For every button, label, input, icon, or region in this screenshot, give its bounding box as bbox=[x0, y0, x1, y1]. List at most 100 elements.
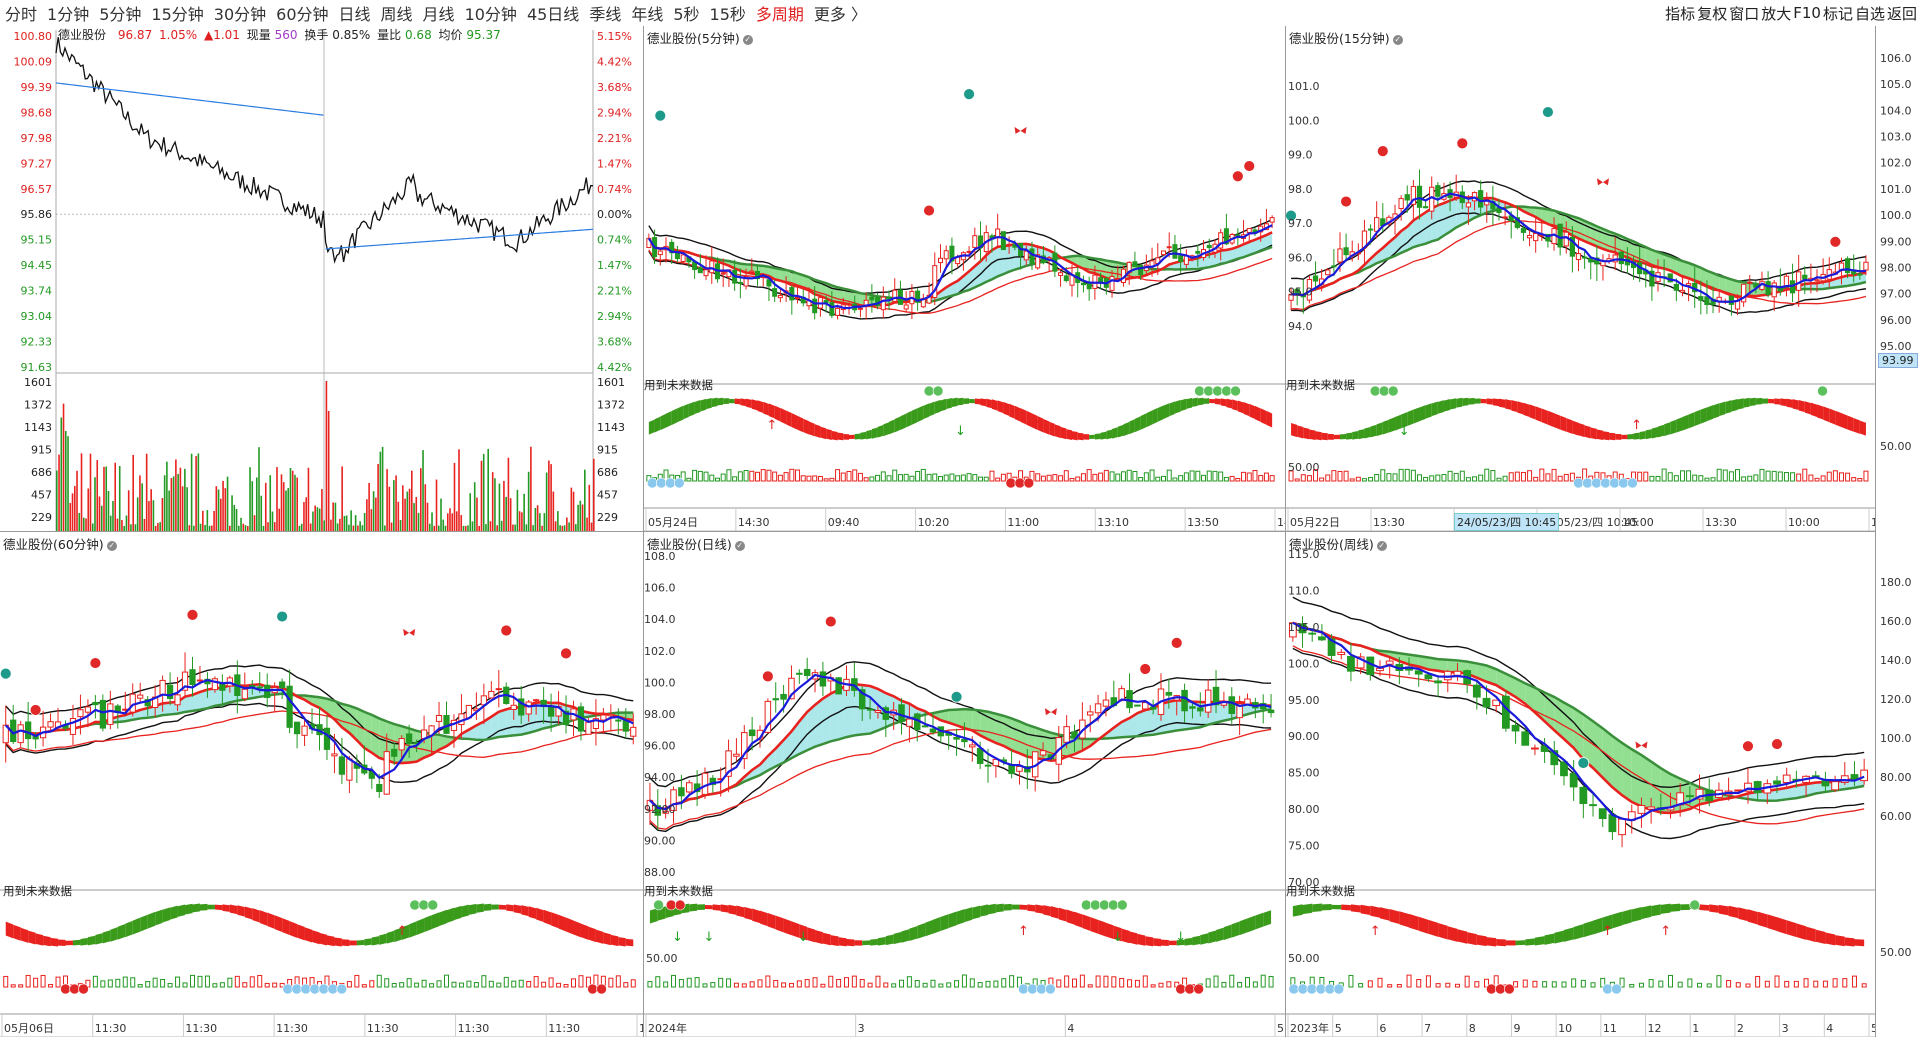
histogram-bar bbox=[867, 982, 873, 988]
price-label: 88.00 bbox=[644, 866, 676, 879]
oscillator-band bbox=[125, 920, 133, 938]
candle-body bbox=[1850, 774, 1859, 780]
candle-body bbox=[1343, 247, 1349, 256]
period-tab[interactable]: 5分钟 bbox=[99, 5, 142, 24]
histogram-bar bbox=[1637, 471, 1643, 482]
volume-bar bbox=[559, 525, 561, 531]
ratio-value: 0.68 bbox=[404, 28, 432, 42]
histogram-bar bbox=[694, 977, 700, 988]
candle-body bbox=[2, 724, 9, 744]
toolbar-button[interactable]: 复权 bbox=[1697, 4, 1728, 23]
period-tab[interactable]: 30分钟 bbox=[213, 5, 267, 24]
oscillator-band bbox=[1511, 400, 1518, 413]
volume-bar bbox=[523, 493, 525, 531]
oscillator-band bbox=[1231, 921, 1240, 938]
toolbar-button[interactable]: 返回 bbox=[1886, 4, 1917, 23]
volume-bar bbox=[460, 515, 463, 531]
oscillator-band bbox=[1123, 421, 1130, 437]
histogram-bar bbox=[710, 982, 716, 988]
candle-body bbox=[1347, 655, 1355, 672]
intraday-chart[interactable]: 德业股份 96.87 1.05% ▲1.01 现量 560 换手 0.85% 量… bbox=[0, 26, 643, 531]
toolbar-button[interactable]: 窗口 bbox=[1729, 4, 1760, 23]
period-tab[interactable]: 日线 bbox=[338, 5, 371, 24]
period-tab[interactable]: 月线 bbox=[422, 5, 455, 24]
chart-15min[interactable]: 德业股份(15分钟)✓ 用到未来数据 101.0100.099.098.097.… bbox=[1286, 26, 1875, 531]
oscillator-band bbox=[543, 909, 552, 926]
trend-band bbox=[1796, 784, 1807, 799]
chart-weekly[interactable]: 德业股份(周线)✓ 用到未来数据 115.0110.0105.0100.095.… bbox=[1286, 532, 1875, 1037]
signal-dot-icon bbox=[653, 899, 664, 911]
histogram-bar bbox=[1064, 975, 1070, 988]
period-tab[interactable]: 5秒 bbox=[673, 5, 700, 24]
histogram-bar bbox=[1377, 977, 1383, 988]
toolbar-button[interactable]: 放大 bbox=[1761, 4, 1792, 23]
candle-body bbox=[764, 700, 772, 733]
period-tab[interactable]: 周线 bbox=[380, 5, 413, 24]
chart-daily[interactable]: 德业股份(日线)✓ 用到未来数据 108.0106.0104.0102.0100… bbox=[644, 532, 1285, 1037]
period-tab[interactable]: 10分钟 bbox=[464, 5, 517, 24]
trend-band bbox=[1651, 761, 1661, 813]
candle-body bbox=[1478, 190, 1484, 208]
volume-bar bbox=[195, 456, 197, 531]
period-tab[interactable]: 年线 bbox=[631, 5, 664, 24]
oscillator-band bbox=[951, 397, 958, 407]
volume-bar bbox=[190, 453, 193, 531]
chart-60min[interactable]: 德业股份(60分钟) ✓ 用到未来数据 05月06日 11:30 11:30 11:30… bbox=[0, 532, 643, 1037]
buy-signal-icon bbox=[761, 670, 774, 683]
settings-icon[interactable]: ✓ bbox=[734, 540, 745, 551]
candle-body bbox=[1086, 711, 1094, 716]
chart-5min[interactable]: 德业股份(5分钟) ✓ 用到未来数据 05月24日 14:30 09:40 10:20 1… bbox=[644, 26, 1285, 531]
toolbar-button[interactable]: 标记 bbox=[1822, 4, 1853, 23]
oscillator-band bbox=[925, 919, 933, 937]
trend-band bbox=[1428, 657, 1439, 671]
volume-bar bbox=[426, 502, 429, 531]
oscillator-band bbox=[1706, 405, 1714, 422]
settings-icon[interactable]: ✓ bbox=[1392, 34, 1403, 45]
volume-bar bbox=[545, 472, 548, 531]
histogram-bar bbox=[1115, 473, 1121, 482]
histogram-bar bbox=[1244, 977, 1250, 988]
oscillator-band bbox=[848, 434, 855, 440]
oscillator-band bbox=[1664, 422, 1671, 437]
volume-bar bbox=[246, 525, 249, 531]
period-tab[interactable]: 15秒 bbox=[709, 5, 746, 24]
period-tab[interactable]: 分时 bbox=[5, 5, 38, 24]
settings-icon[interactable]: ✓ bbox=[106, 540, 117, 551]
period-tab[interactable]: 1分钟 bbox=[47, 5, 90, 24]
period-tab[interactable]: 更多 〉 bbox=[813, 5, 868, 24]
price-label: 98.0 bbox=[1288, 183, 1313, 196]
sell-signal-icon bbox=[950, 690, 963, 703]
period-tab[interactable]: 60分钟 bbox=[276, 5, 329, 24]
oscillator-band bbox=[1303, 427, 1310, 440]
settings-icon[interactable]: ✓ bbox=[742, 34, 753, 45]
signal-dot-icon bbox=[674, 899, 686, 911]
oscillator-band bbox=[1547, 410, 1555, 428]
volume-bar bbox=[415, 497, 418, 531]
volume-bar bbox=[235, 509, 238, 531]
volume-bar bbox=[446, 513, 449, 531]
period-tab[interactable]: 15分钟 bbox=[151, 5, 204, 24]
toolbar-button[interactable]: F10 bbox=[1793, 4, 1821, 22]
oscillator-band bbox=[1364, 426, 1371, 439]
candle-body bbox=[1637, 804, 1646, 814]
settings-icon[interactable]: ✓ bbox=[1376, 540, 1387, 551]
signal-dot-icon bbox=[1486, 983, 1497, 995]
candle-body bbox=[685, 782, 693, 793]
histogram-bar bbox=[1822, 980, 1828, 988]
oscillator-band bbox=[1680, 904, 1690, 911]
oscillator-band bbox=[1174, 399, 1181, 414]
toolbar-button[interactable]: 自选 bbox=[1854, 4, 1885, 23]
trend-band bbox=[1011, 718, 1020, 754]
period-tab[interactable]: 45日线 bbox=[526, 5, 580, 24]
price-label: 97.27 bbox=[21, 157, 53, 170]
histogram-bar bbox=[1349, 478, 1355, 482]
volume-label: 229 bbox=[597, 511, 618, 524]
period-tab[interactable]: 季线 bbox=[589, 5, 622, 24]
oscillator-band bbox=[1578, 423, 1585, 438]
volume-bar bbox=[590, 522, 593, 531]
signal-dot-icon bbox=[665, 899, 677, 911]
time-label: 11:30 bbox=[185, 1022, 217, 1035]
histogram-bar bbox=[1832, 978, 1838, 988]
period-tab[interactable]: 多周期 bbox=[755, 5, 804, 24]
toolbar-button[interactable]: 指标 bbox=[1665, 4, 1696, 23]
